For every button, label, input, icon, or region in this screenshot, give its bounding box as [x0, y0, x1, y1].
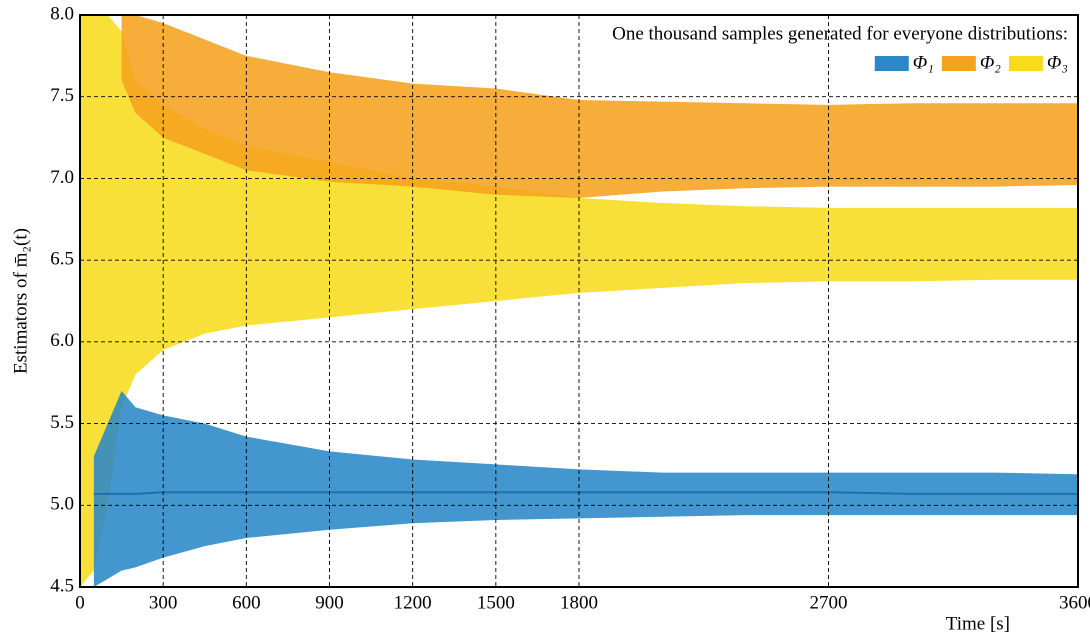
y-tick-label: 7.0 — [50, 167, 74, 188]
x-tick-label: 1800 — [560, 592, 598, 613]
y-tick-label: 5.0 — [50, 494, 74, 515]
x-tick-label: 900 — [315, 592, 344, 613]
y-tick-label: 6.5 — [50, 249, 74, 270]
band — [121, 15, 1078, 199]
y-tick-label: 6.0 — [50, 330, 74, 351]
x-tick-label: 0 — [75, 592, 85, 613]
band — [93, 390, 1078, 587]
plot-frame — [79, 14, 1079, 588]
annotation: One thousand samples generated for every… — [612, 23, 1068, 44]
legend-label: Φ₁ — [913, 52, 934, 73]
x-tick-label: 300 — [149, 592, 178, 613]
x-tick-label: 2700 — [810, 592, 848, 613]
y-axis-label: Estimators of m̄₂(t) — [10, 228, 31, 374]
y-tick-label: 5.5 — [50, 412, 74, 433]
legend-swatch — [941, 56, 976, 71]
y-tick-label: 7.5 — [50, 85, 74, 106]
legend-label: Φ₂ — [980, 52, 1001, 73]
x-axis-label: Time [s] — [946, 613, 1010, 634]
x-tick-label: 1200 — [394, 592, 432, 613]
y-tick-label: 8.0 — [50, 3, 74, 24]
legend-swatch — [874, 56, 909, 71]
legend-label: Φ₃ — [1047, 52, 1068, 73]
x-tick-label: 600 — [232, 592, 261, 613]
x-tick-label: 1500 — [477, 592, 515, 613]
band — [80, 15, 1078, 587]
legend-swatch — [1008, 56, 1043, 71]
y-tick-label: 4.5 — [50, 575, 74, 596]
x-tick-label: 3600 — [1059, 592, 1090, 613]
